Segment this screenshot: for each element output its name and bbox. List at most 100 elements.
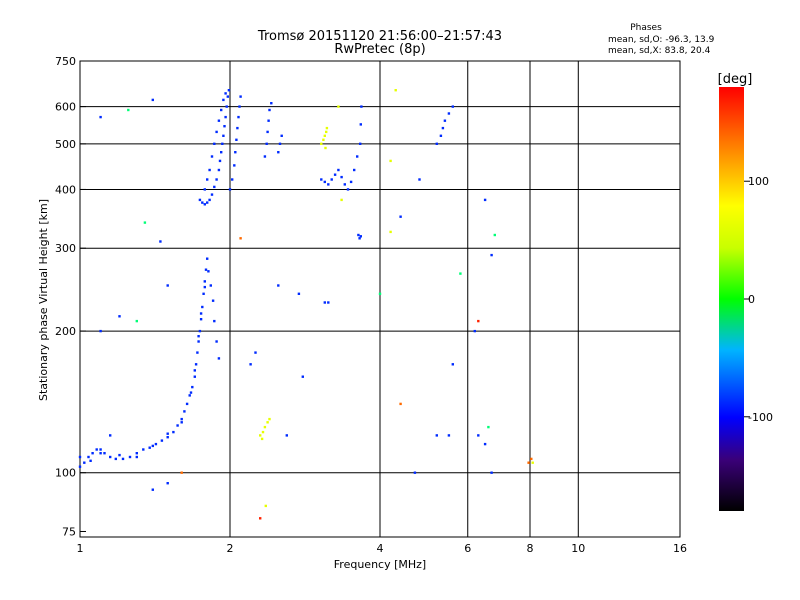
data-point xyxy=(278,142,282,145)
data-point xyxy=(493,233,496,237)
y-tick-label: 400 xyxy=(55,183,76,196)
data-point xyxy=(323,180,326,184)
data-point xyxy=(333,173,337,176)
data-point xyxy=(213,319,216,323)
data-point xyxy=(211,299,215,302)
data-point xyxy=(399,215,402,218)
data-point xyxy=(210,155,214,158)
data-point xyxy=(268,417,271,421)
data-point xyxy=(151,488,154,491)
phase-stats-x: mean, sd,X: 83.8, 20.4 xyxy=(608,46,711,56)
data-point xyxy=(197,335,200,338)
data-point xyxy=(118,315,121,318)
data-point xyxy=(459,272,462,275)
data-point xyxy=(78,465,82,468)
data-point xyxy=(142,448,145,451)
data-point xyxy=(238,105,241,108)
data-point xyxy=(285,434,288,437)
data-point xyxy=(261,430,265,434)
data-point xyxy=(435,434,438,437)
data-point xyxy=(477,319,480,323)
data-point xyxy=(224,92,227,95)
data-point xyxy=(237,115,240,119)
data-point xyxy=(206,257,209,260)
data-point xyxy=(196,351,199,354)
data-point xyxy=(483,198,487,202)
x-tick-label: 6 xyxy=(464,542,471,555)
data-point xyxy=(477,434,480,437)
data-point xyxy=(323,301,326,304)
data-point xyxy=(349,180,353,184)
data-point xyxy=(263,425,267,429)
data-point xyxy=(233,164,236,167)
data-point xyxy=(359,235,362,238)
data-point xyxy=(188,394,191,397)
data-point xyxy=(451,105,454,108)
data-point xyxy=(239,95,242,98)
colorbar-tick-label: 100 xyxy=(748,175,769,188)
data-point xyxy=(206,201,209,204)
data-point xyxy=(166,284,169,287)
data-point xyxy=(357,233,360,237)
x-tick-label: 2 xyxy=(227,542,234,555)
data-point xyxy=(268,108,271,112)
data-point xyxy=(324,146,327,150)
data-point xyxy=(340,175,343,179)
data-point xyxy=(99,115,102,119)
data-point xyxy=(340,198,343,202)
data-point xyxy=(91,452,94,455)
data-point xyxy=(215,340,218,343)
data-point xyxy=(443,119,447,122)
y-tick-label: 600 xyxy=(55,101,76,114)
data-point xyxy=(204,268,208,271)
x-tick-label: 10 xyxy=(571,542,585,555)
data-point xyxy=(266,421,269,424)
data-point xyxy=(217,357,221,360)
data-point xyxy=(128,455,132,459)
y-tick-label: 100 xyxy=(55,467,76,480)
data-point xyxy=(224,115,227,119)
data-point xyxy=(378,292,382,295)
data-point xyxy=(301,375,304,378)
data-point xyxy=(151,98,154,102)
y-tick-label: 750 xyxy=(55,55,76,68)
data-point xyxy=(180,421,183,424)
data-point xyxy=(83,461,86,464)
data-point xyxy=(213,185,216,189)
data-point xyxy=(201,201,204,204)
data-point xyxy=(356,155,359,158)
data-point xyxy=(118,453,121,457)
data-point xyxy=(193,369,196,372)
data-point xyxy=(490,253,493,257)
data-point xyxy=(159,240,162,243)
data-point xyxy=(266,130,269,134)
data-point xyxy=(359,123,362,126)
data-point xyxy=(259,434,262,437)
data-point xyxy=(95,448,98,451)
data-point xyxy=(103,452,106,455)
data-point xyxy=(389,159,392,163)
data-point xyxy=(435,142,438,145)
data-point xyxy=(231,178,234,181)
data-point xyxy=(227,89,231,92)
data-point xyxy=(143,221,147,224)
data-point xyxy=(399,402,402,406)
data-point xyxy=(239,237,242,240)
x-tick-label: 4 xyxy=(377,542,384,555)
data-point xyxy=(235,138,238,141)
data-point xyxy=(176,424,179,427)
data-point xyxy=(198,329,202,333)
data-point xyxy=(220,108,223,112)
data-point xyxy=(360,105,363,108)
data-point xyxy=(99,448,102,451)
data-point xyxy=(234,151,237,154)
data-point xyxy=(249,363,252,366)
colorbar-tick-label: 0 xyxy=(748,293,755,306)
y-tick-label: 300 xyxy=(55,242,76,255)
phase-colorbar xyxy=(719,87,744,511)
colorbar-ticks: 100 0 -100 xyxy=(744,175,773,424)
data-point xyxy=(325,126,329,130)
data-point xyxy=(114,457,117,461)
data-point xyxy=(280,134,283,137)
